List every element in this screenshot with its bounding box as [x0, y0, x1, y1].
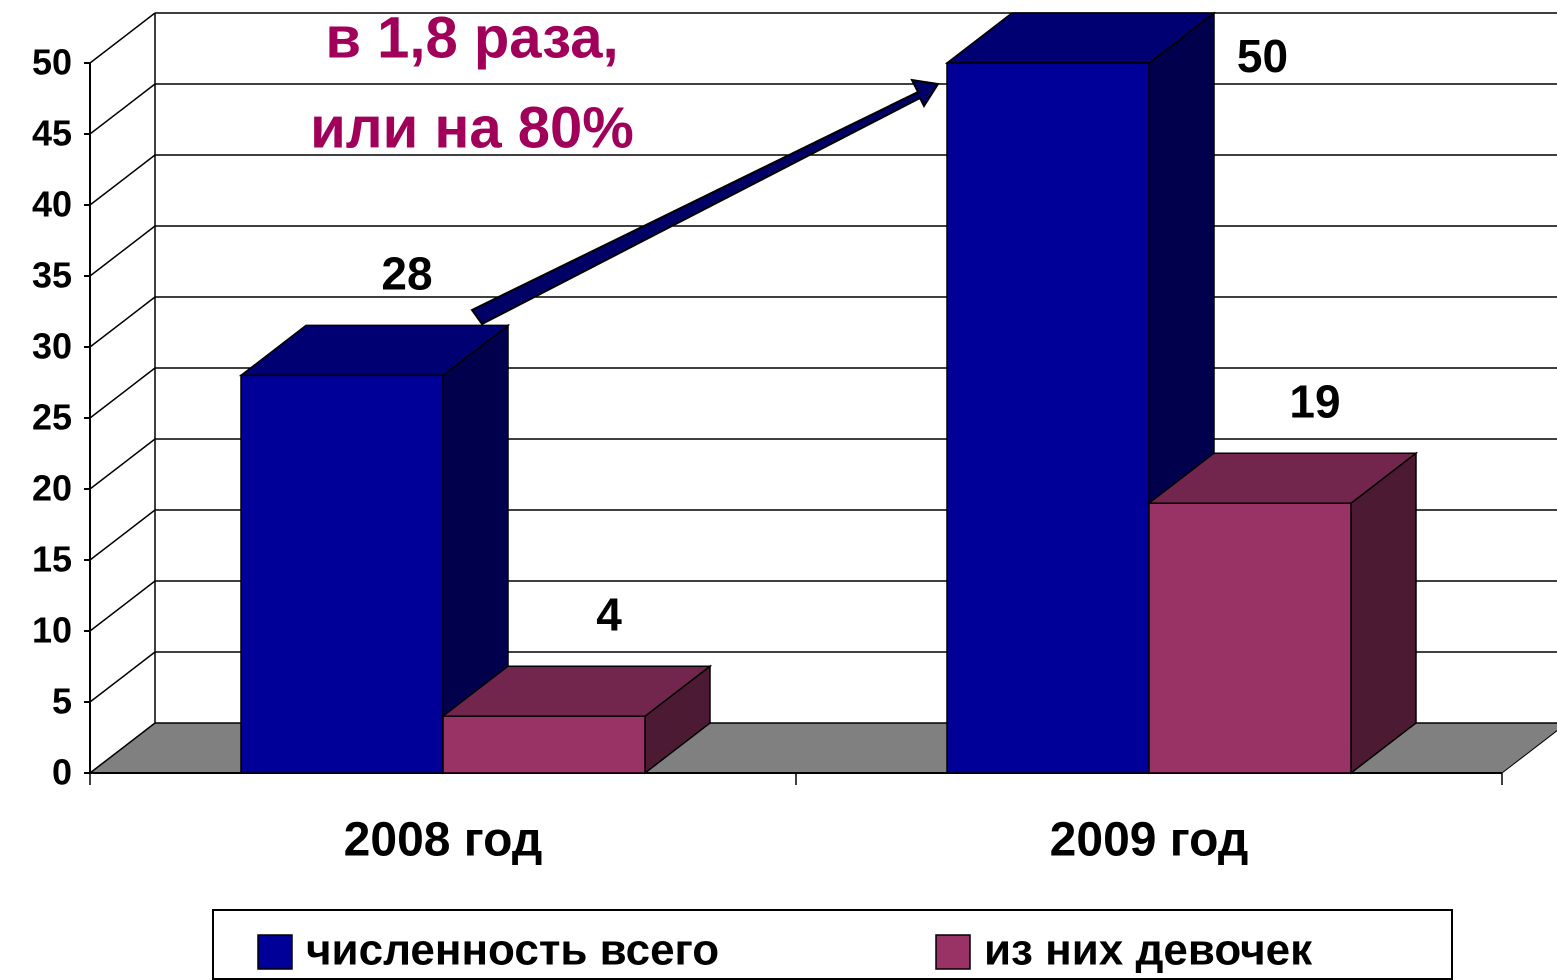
grid-line [89, 722, 156, 774]
grid-line [89, 154, 156, 206]
grid-line [89, 12, 156, 64]
bar-front [240, 374, 444, 774]
grid-line [89, 438, 156, 490]
legend [212, 909, 1453, 980]
y-tick-label: 25 [32, 397, 72, 438]
bar-front [1148, 502, 1352, 774]
y-tick-label: 15 [32, 539, 72, 580]
grid-line [89, 509, 156, 561]
data-label: 19 [1289, 375, 1340, 427]
data-label: 4 [596, 588, 622, 640]
bar-front [442, 715, 646, 774]
grid-line [89, 225, 156, 277]
x-tick-label: 2008 год [344, 814, 543, 867]
data-label: 28 [381, 248, 432, 300]
y-tick-label: 5 [52, 681, 72, 722]
legend-label: численность всего [306, 926, 719, 975]
y-tick-label: 30 [32, 326, 72, 367]
plot: 0 5 10 15 20 25 30 35 40 45 50 28 4 2008 год 50 19 2009 … [32, 11, 1557, 867]
legend-label: из них девочек [984, 926, 1313, 975]
y-tick-label: 35 [32, 255, 72, 296]
annotation: в 1,8 раза, [325, 5, 618, 70]
grid-line [89, 367, 156, 419]
y-tick-label: 10 [32, 610, 72, 651]
bar [1146, 451, 1419, 775]
legend-swatch [935, 934, 971, 970]
data-label: 50 [1237, 30, 1288, 82]
y-tick-label: 45 [32, 113, 72, 154]
y-tick-label: 40 [32, 184, 72, 225]
grid-line [89, 83, 156, 135]
bar-side [1350, 451, 1417, 775]
bar [440, 664, 713, 775]
grid-line [89, 296, 156, 348]
x-tick-label: 2009 год [1050, 814, 1249, 867]
y-tick-label: 0 [52, 752, 72, 793]
grid-line [89, 651, 156, 703]
grid-line [89, 580, 156, 632]
arrow [470, 78, 940, 326]
legend-swatch [257, 934, 293, 970]
y-tick-label: 20 [32, 468, 72, 509]
bar-front [946, 62, 1150, 774]
annotation: или на 80% [310, 95, 634, 160]
y-tick-label: 50 [32, 42, 72, 83]
bar [238, 323, 511, 775]
